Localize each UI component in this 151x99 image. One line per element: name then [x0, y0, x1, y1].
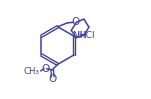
Text: CH₃: CH₃	[23, 67, 39, 76]
Text: O: O	[49, 74, 57, 84]
Text: HCl: HCl	[79, 31, 95, 40]
Text: O: O	[71, 17, 79, 27]
Text: NH: NH	[72, 31, 86, 40]
Text: O: O	[41, 64, 49, 74]
